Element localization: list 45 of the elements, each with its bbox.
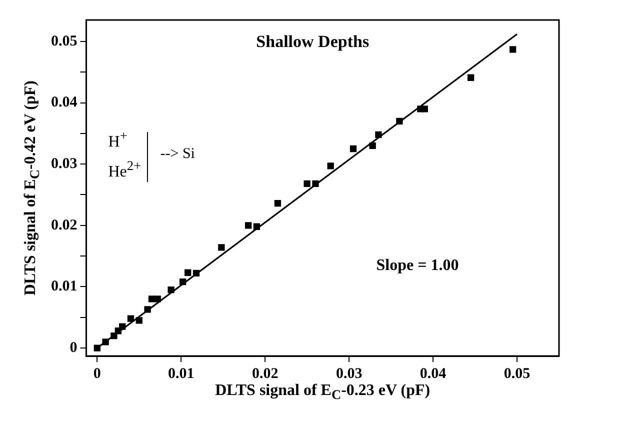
point xyxy=(119,323,126,330)
point xyxy=(94,344,100,352)
point xyxy=(375,131,382,138)
y-tick-label: 0 xyxy=(70,340,78,356)
point xyxy=(274,200,282,207)
point xyxy=(253,223,260,230)
annotation: --> Si xyxy=(160,146,195,163)
point xyxy=(136,317,142,324)
text: Shallow Depths xyxy=(256,32,370,52)
annotation: He$^{2+}$ xyxy=(108,158,142,182)
y-tick-label: 0.05 xyxy=(51,33,78,50)
annotation: H$^{+}$ xyxy=(108,128,128,152)
y-tick-label: 0.03 xyxy=(51,156,78,172)
point xyxy=(350,145,357,152)
point xyxy=(509,46,516,53)
x-tick-label: 0.03 xyxy=(336,366,362,382)
point xyxy=(421,106,428,112)
point xyxy=(312,180,319,188)
point xyxy=(148,296,156,302)
y-tick-label: 0.04 xyxy=(51,94,78,111)
point xyxy=(184,269,192,276)
point xyxy=(154,296,161,302)
point xyxy=(369,142,376,150)
point xyxy=(244,222,252,229)
point xyxy=(168,286,174,294)
point xyxy=(127,315,134,322)
x-tick-label: 0.04 xyxy=(420,366,447,382)
point xyxy=(144,306,151,313)
x-tick-label: 0.02 xyxy=(252,366,278,382)
x-tick-label: 0.01 xyxy=(168,366,194,382)
point xyxy=(468,74,474,81)
point xyxy=(218,244,225,251)
point xyxy=(327,162,334,170)
point xyxy=(396,118,403,124)
point xyxy=(110,332,118,340)
x-axis-title: DLTS signal of E$_{C}$-0.23 eV (pF) xyxy=(215,382,430,404)
x-tick-label: 0 xyxy=(93,366,101,382)
point xyxy=(192,270,200,277)
y-tick-label: 0.02 xyxy=(51,217,78,234)
point xyxy=(102,338,109,346)
point xyxy=(304,180,310,188)
annotation: Slope = 1.00 xyxy=(376,257,459,275)
y-tick-label: 0.01 xyxy=(51,278,78,295)
point xyxy=(179,278,186,286)
x-tick-label: 0.05 xyxy=(504,366,530,382)
